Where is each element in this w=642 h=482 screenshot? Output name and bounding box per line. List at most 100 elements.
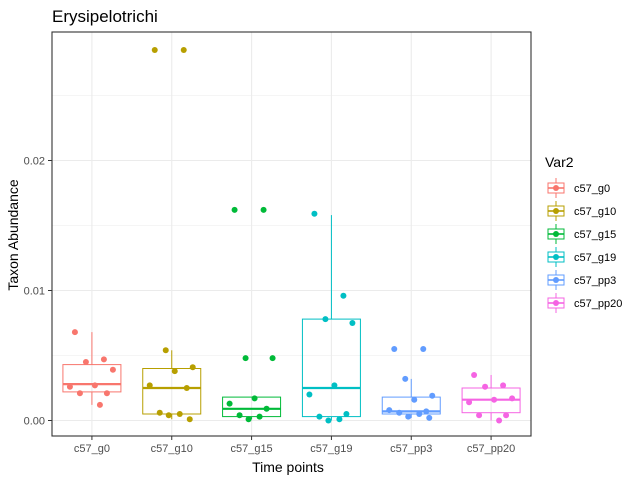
legend-item-c57_g15: c57_g15 xyxy=(545,223,616,245)
y-axis-title: Taxon Abundance xyxy=(5,179,21,291)
data-point xyxy=(189,364,196,371)
legend-item-c57_g0: c57_g0 xyxy=(545,177,610,199)
legend-label: c57_pp20 xyxy=(574,298,622,310)
data-point xyxy=(91,382,98,389)
data-point xyxy=(411,396,418,403)
data-point xyxy=(416,411,423,417)
x-axis-title: Time points xyxy=(252,459,324,475)
data-point xyxy=(71,329,78,336)
data-point xyxy=(162,347,169,354)
data-point xyxy=(66,383,73,390)
data-point xyxy=(466,399,473,406)
data-point xyxy=(306,391,313,398)
legend-key-point xyxy=(553,277,559,283)
data-point xyxy=(269,355,276,362)
data-point xyxy=(405,413,412,420)
data-point xyxy=(82,359,89,365)
data-point xyxy=(100,356,107,363)
legend-item-c57_pp20: c57_pp20 xyxy=(545,292,622,314)
legend-key-point xyxy=(553,254,559,260)
x-tick-label: c57_pp3 xyxy=(390,443,432,455)
panel-background xyxy=(52,32,531,436)
legend-key-point xyxy=(553,231,559,237)
data-point xyxy=(336,416,343,423)
data-point xyxy=(76,390,83,397)
data-point xyxy=(491,396,498,403)
data-point xyxy=(236,412,243,419)
data-point xyxy=(426,414,433,421)
plot-panel xyxy=(52,32,531,436)
box-iqr xyxy=(301,318,361,418)
data-point xyxy=(180,47,187,53)
data-point xyxy=(226,400,233,407)
box-group-c57_g15 xyxy=(222,206,282,423)
data-point xyxy=(171,368,178,375)
chart-title: Erysipelotrichi xyxy=(52,7,158,26)
data-point xyxy=(500,382,507,389)
x-tick-label: c57_g15 xyxy=(230,443,272,455)
legend-item-c57_pp3: c57_pp3 xyxy=(545,269,616,291)
data-point xyxy=(325,417,332,424)
chart-marks xyxy=(62,47,521,424)
data-point xyxy=(482,383,489,390)
axes: 0.00 0.01 0.02 c57_g0 c57_g10 c57_g15 c57_g19 c… xyxy=(24,31,532,455)
legend: Var2 c57_g0 c57_g10 c57_g15 c57_g19 c57_pp3c… xyxy=(545,154,622,314)
panel-border xyxy=(51,31,532,437)
legend-label: c57_g0 xyxy=(574,183,610,195)
data-point xyxy=(396,409,403,416)
box-iqr xyxy=(222,396,282,418)
data-point xyxy=(156,409,163,416)
data-point xyxy=(423,408,430,415)
box-group-c57_g10 xyxy=(142,47,202,423)
data-point xyxy=(96,401,103,408)
x-tick-label: c57_g19 xyxy=(310,443,352,455)
data-point xyxy=(242,355,249,362)
x-tick-label: c57_g10 xyxy=(151,443,193,455)
legend-key-point xyxy=(553,300,559,306)
legend-label: c57_g19 xyxy=(574,252,616,264)
legend-key-point xyxy=(553,185,559,191)
data-point xyxy=(496,417,503,424)
data-point xyxy=(343,411,350,417)
y-tick-label: 0.02 xyxy=(24,156,45,168)
data-point xyxy=(316,413,323,420)
data-point xyxy=(322,316,329,323)
legend-label: c57_g10 xyxy=(574,206,616,218)
data-point xyxy=(165,412,172,419)
data-point xyxy=(263,405,270,412)
data-point xyxy=(420,346,427,352)
box-group-c57_g0 xyxy=(62,329,122,408)
legend-label: c57_pp3 xyxy=(574,275,616,287)
box-iqr xyxy=(381,396,441,415)
data-point xyxy=(340,292,347,299)
data-point xyxy=(402,375,409,382)
data-point xyxy=(256,413,263,420)
data-point xyxy=(349,320,356,326)
box-group-c57_pp20 xyxy=(461,372,521,424)
data-point xyxy=(331,382,338,389)
x-tick-label: c57_g0 xyxy=(74,443,110,455)
data-point xyxy=(183,385,190,391)
data-point xyxy=(429,392,436,399)
data-point xyxy=(251,395,258,402)
data-point xyxy=(151,47,158,53)
data-point xyxy=(311,210,318,217)
legend-key-point xyxy=(553,208,559,214)
box-iqr xyxy=(142,368,202,415)
legend-item-c57_g10: c57_g10 xyxy=(545,200,616,222)
data-point xyxy=(146,382,153,389)
data-point xyxy=(476,412,483,419)
data-point xyxy=(509,395,516,402)
data-point xyxy=(471,372,478,378)
box-group-c57_pp3 xyxy=(381,346,441,421)
data-point xyxy=(386,407,393,414)
legend-title: Var2 xyxy=(545,154,574,170)
box-iqr xyxy=(62,364,122,393)
x-tick-label: c57_pp20 xyxy=(467,443,515,455)
data-point xyxy=(260,206,267,213)
legend-item-c57_g19: c57_g19 xyxy=(545,246,616,268)
y-tick-label: 0.00 xyxy=(24,416,45,428)
y-tick-label: 0.01 xyxy=(24,286,45,298)
data-point xyxy=(245,416,252,423)
